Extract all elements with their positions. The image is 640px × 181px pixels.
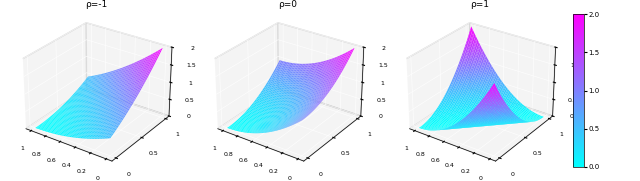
Title: ρ=-1: ρ=-1: [85, 0, 108, 9]
Title: ρ=1: ρ=1: [470, 0, 490, 9]
Title: ρ=0: ρ=0: [278, 0, 298, 9]
